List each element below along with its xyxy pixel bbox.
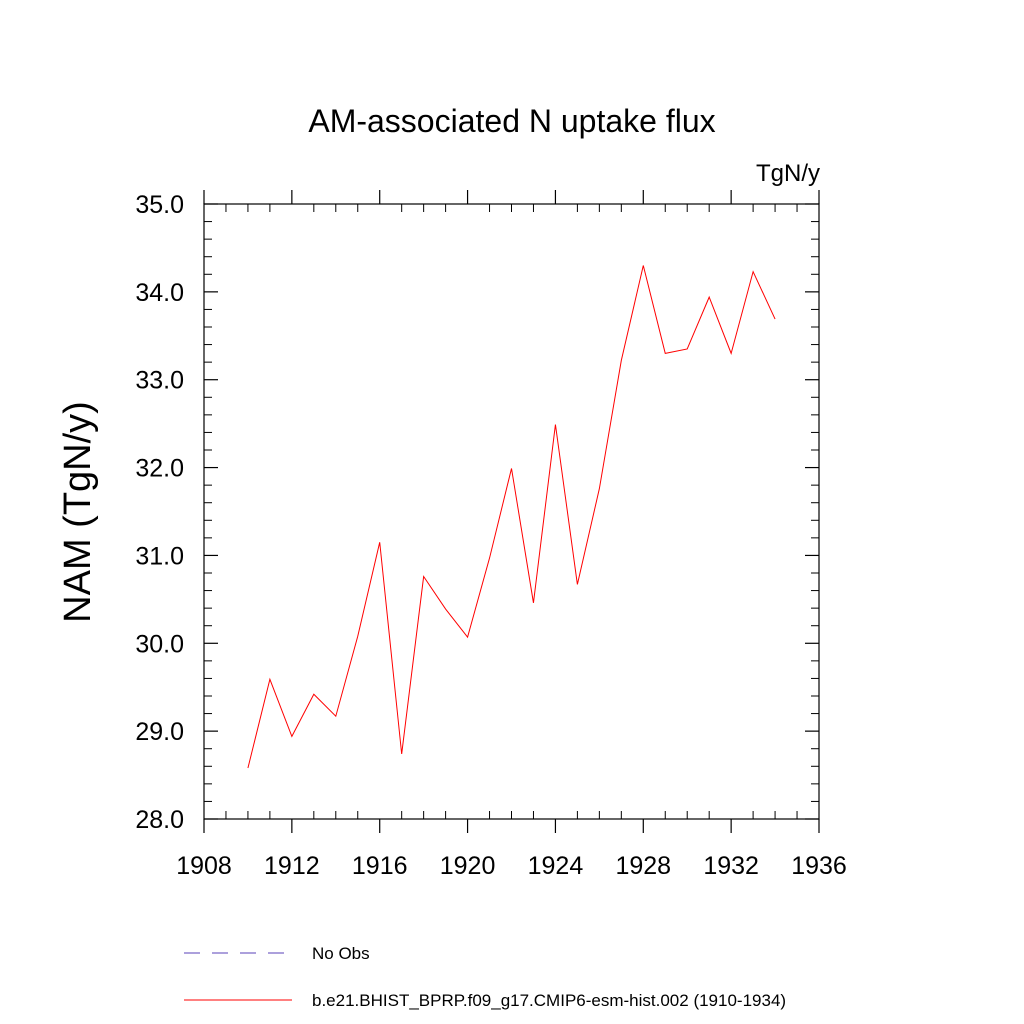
x-tick-labels: 1908 1912 1916 1920 1924 1928 1932 1936 xyxy=(176,852,847,880)
legend-label-no-obs: No Obs xyxy=(312,944,370,963)
y-tick-label: 28.0 xyxy=(135,806,184,834)
legend: No Obs b.e21.BHIST_BPRP.f09_g17.CMIP6-es… xyxy=(184,944,786,1010)
y-axis-label: NAM (TgN/y) xyxy=(57,401,99,623)
x-tick-label: 1912 xyxy=(264,852,320,880)
x-tick-label: 1916 xyxy=(352,852,408,880)
y-tick-label: 31.0 xyxy=(135,542,184,570)
y-tick-labels: 28.0 29.0 30.0 31.0 32.0 33.0 34.0 35.0 xyxy=(135,191,184,834)
x-tick-label: 1908 xyxy=(176,852,232,880)
series-line-1 xyxy=(247,265,776,769)
x-tick-label: 1928 xyxy=(615,852,671,880)
y-tick-label: 35.0 xyxy=(135,191,184,219)
y-tick-label: 32.0 xyxy=(135,455,184,483)
series-lines xyxy=(247,265,776,769)
x-tick-label: 1932 xyxy=(703,852,759,880)
legend-label-model-run: b.e21.BHIST_BPRP.f09_g17.CMIP6-esm-hist.… xyxy=(312,991,786,1010)
x-tick-label: 1936 xyxy=(791,852,847,880)
x-tick-label: 1924 xyxy=(528,852,584,880)
plot-frame xyxy=(203,203,820,820)
major-ticks xyxy=(203,190,820,833)
y-tick-label: 33.0 xyxy=(135,367,184,395)
chart-title: AM-associated N uptake flux xyxy=(308,103,715,139)
units-label: TgN/y xyxy=(756,160,820,187)
y-tick-label: 29.0 xyxy=(135,718,184,746)
minor-ticks xyxy=(204,204,819,819)
y-tick-label: 34.0 xyxy=(135,279,184,307)
x-tick-label: 1920 xyxy=(440,852,496,880)
y-tick-label: 30.0 xyxy=(135,630,184,658)
